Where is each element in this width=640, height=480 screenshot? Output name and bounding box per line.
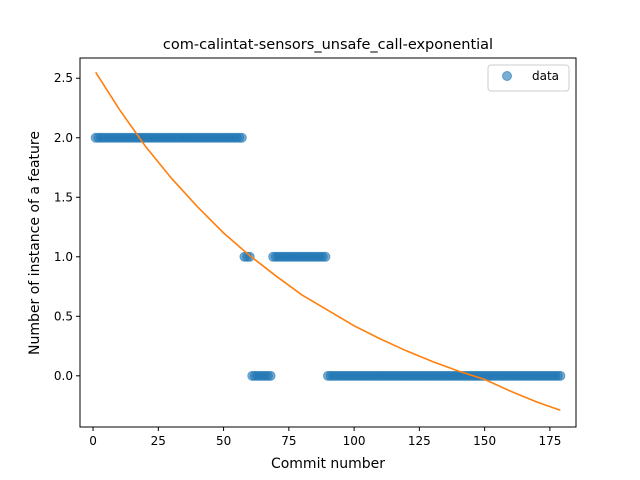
data-point [555, 370, 566, 381]
x-axis-label: Commit number [271, 456, 385, 472]
y-tick-label: 2.5 [54, 71, 73, 85]
x-tick-label: 125 [408, 434, 431, 448]
y-axis-ticks: 0.0 0.5 1.0 1.5 2.0 2.5 [54, 71, 80, 383]
legend-marker [502, 71, 512, 81]
x-tick-label: 75 [281, 434, 296, 448]
x-tick-label: 100 [343, 434, 366, 448]
x-axis-ticks: 0 25 50 75 100 125 150 175 [89, 427, 561, 448]
x-tick-label: 50 [216, 434, 231, 448]
y-tick-label: 1.5 [54, 190, 73, 204]
y-tick-label: 1.0 [54, 250, 73, 264]
data-point [236, 132, 247, 143]
plot-frame [79, 57, 577, 428]
data-point [320, 251, 331, 262]
x-tick-label: 0 [89, 434, 97, 448]
chart-title: com-calintat-sensors_unsafe_call-exponen… [163, 37, 493, 53]
legend: data [487, 64, 570, 92]
fit-line-layer [95, 71, 561, 412]
y-tick-label: 0.5 [54, 309, 73, 323]
x-tick-label: 175 [538, 434, 561, 448]
legend-entry-data: data [532, 69, 559, 83]
x-tick-label: 150 [473, 434, 496, 448]
x-tick-label: 25 [151, 434, 166, 448]
y-axis-label: Number of instance of a feature [27, 131, 43, 355]
fit-line [95, 71, 561, 412]
y-tick-label: 0.0 [54, 369, 73, 383]
data-point [265, 370, 276, 381]
y-tick-label: 2.0 [54, 131, 73, 145]
